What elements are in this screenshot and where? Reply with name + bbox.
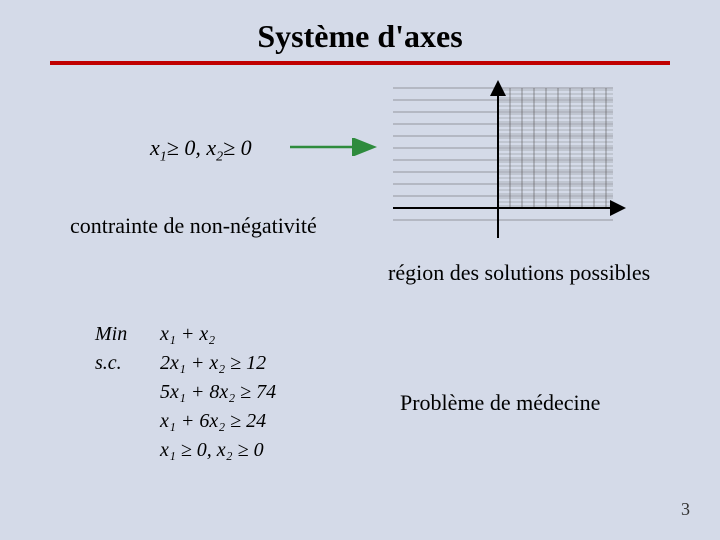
math-row-c2: 5x₁ + 8x₂ ≥ 74 xyxy=(95,378,276,407)
math-row-c4: x₁ ≥ 0, x₂ ≥ 0 xyxy=(95,436,276,465)
axis-grid-diagram xyxy=(388,80,628,250)
c3-expr: x₁ + 6x₂ ≥ 24 xyxy=(160,410,266,432)
arrow-icon xyxy=(288,138,384,156)
constraint-expression: x1≥ 0, x2≥ 0 xyxy=(150,135,252,165)
math-row-c1: s.c.2x₁ + x₂ ≥ 12 xyxy=(95,349,276,378)
math-formulation: Minx₁ + x₂ s.c.2x₁ + x₂ ≥ 12 5x₁ + 8x₂ ≥… xyxy=(95,320,276,465)
math-row-c3: x₁ + 6x₂ ≥ 24 xyxy=(95,407,276,436)
c1-expr: 2x₁ + x₂ ≥ 12 xyxy=(160,352,266,374)
title-divider xyxy=(50,61,670,65)
var-x2: x xyxy=(206,135,216,160)
region-label: région des solutions possibles xyxy=(388,260,650,286)
math-row-obj: Minx₁ + x₂ xyxy=(95,320,276,349)
c4-expr: x₁ ≥ 0, x₂ ≥ 0 xyxy=(160,439,264,461)
min-label: Min xyxy=(95,320,160,349)
obj-expr: x₁ + x₂ xyxy=(160,323,215,345)
ge2: ≥ 0 xyxy=(223,135,252,160)
sc-label: s.c. xyxy=(95,349,160,378)
sub-1: 1 xyxy=(160,149,167,164)
problem-label: Problème de médecine xyxy=(400,390,600,416)
page-number: 3 xyxy=(681,499,690,520)
var-x1: x xyxy=(150,135,160,160)
ge1: ≥ 0, xyxy=(167,135,207,160)
page-title: Système d'axes xyxy=(0,0,720,55)
non-negativity-label: contrainte de non-négativité xyxy=(70,213,317,239)
c2-expr: 5x₁ + 8x₂ ≥ 74 xyxy=(160,381,276,403)
